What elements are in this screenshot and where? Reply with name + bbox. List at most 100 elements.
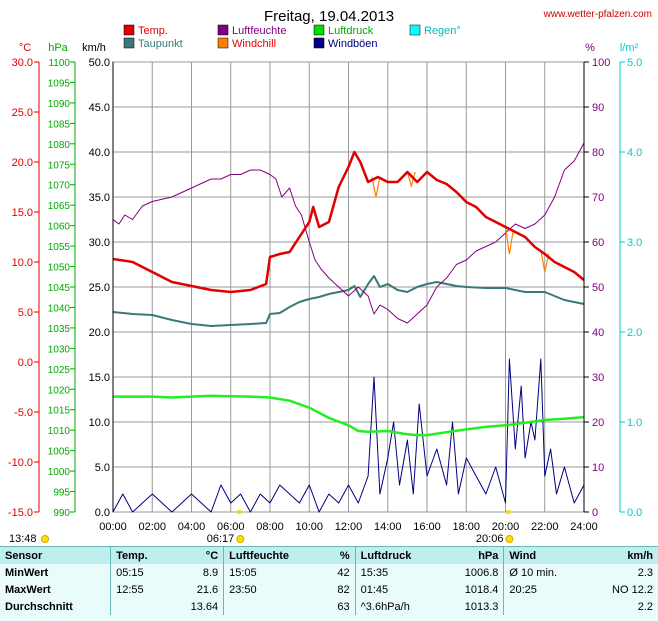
daylength-icon [41, 535, 49, 543]
tick-label-humidity: 90 [592, 102, 604, 114]
legend-swatch [217, 24, 229, 36]
tick-label-temp: -10.0 [8, 457, 33, 469]
summary-cell: 1013.3 [464, 601, 499, 613]
tick-label-humidity: 0 [592, 507, 598, 519]
tick-label-wind: 0.0 [95, 507, 110, 519]
plot-area [112, 61, 585, 513]
sunset-marker [506, 510, 511, 514]
tick-label-x: 04:00 [178, 521, 206, 533]
tick-label-pressure: 1070 [48, 181, 71, 192]
legend-swatch [123, 24, 135, 36]
tick-label-pressure: 1030 [48, 344, 71, 355]
summary-header-row: Sensor Temp. °C Luftfeuchte % Luftdruck … [0, 547, 658, 564]
legend-label: Windböen [328, 38, 378, 50]
tick-label-wind: 15.0 [89, 372, 110, 384]
tick-label-pressure: 1090 [48, 99, 71, 110]
axis-units: °C hPa km/h% l/m² [19, 42, 639, 54]
tick-label-rain: 1.0 [627, 417, 642, 429]
tick-label-temp: -5.0 [14, 407, 33, 419]
legend-label: Taupunkt [138, 38, 183, 50]
tick-label-x: 22:00 [531, 521, 559, 533]
tick-label-pressure: 1055 [48, 242, 71, 253]
summary-cell [223, 598, 323, 615]
summary-cell: NO 12.2 [612, 584, 653, 596]
tick-label-temp: 5.0 [18, 307, 33, 319]
summary-row-avg: Durchschnitt 13.64 63 ^3.6hPa/h 1013.3 2… [0, 598, 658, 615]
tick-label-pressure: 1095 [48, 78, 71, 89]
series-windchill [406, 171, 416, 189]
tick-label-pressure: 1065 [48, 201, 71, 212]
tick-label-temp: 25.0 [12, 107, 33, 119]
unit-label-pressure: hPa [48, 42, 68, 54]
legend-label: Luftdruck [328, 25, 374, 37]
tick-label-wind: 40.0 [89, 147, 110, 159]
tick-label-wind: 35.0 [89, 192, 110, 204]
tick-label-pressure: 1000 [48, 467, 71, 478]
series-windchill [371, 176, 381, 198]
tick-label-temp: 20.0 [12, 157, 33, 169]
series-taupunkt [112, 275, 585, 327]
tick-label-pressure: 1085 [48, 119, 71, 130]
daylength-label: 13:48 [9, 533, 37, 545]
summary-cell: 63 [337, 601, 350, 613]
series-windben [112, 358, 585, 513]
summary-row-max: MaxWert 12:55 21.6 23:50 82 01:45 1018.4… [0, 581, 658, 598]
tick-label-humidity: 30 [592, 372, 604, 384]
tick-label-x: 18:00 [452, 521, 480, 533]
tick-label-x: 20:00 [492, 521, 520, 533]
tick-label-rain: 0.0 [627, 507, 642, 519]
summary-cell: 15:35 [354, 564, 442, 581]
tick-label-pressure: 1040 [48, 303, 71, 314]
unit-label-humidity: % [585, 42, 595, 54]
tick-label-pressure: 1050 [48, 263, 71, 274]
summary-header-wind-unit: km/h [586, 547, 658, 564]
series-luftdruck [113, 394, 585, 437]
summary-cell: 82 [337, 584, 350, 596]
tick-label-humidity: 80 [592, 147, 604, 159]
tick-label-temp: 15.0 [12, 207, 33, 219]
summary-header-sensor: Sensor [0, 547, 111, 564]
tick-label-pressure: 1010 [48, 426, 71, 437]
summary-header-pressure: Luftdruck [354, 547, 442, 564]
sunrise-marker [237, 510, 242, 514]
tick-label-x: 06:00 [217, 521, 245, 533]
tick-label-wind: 25.0 [89, 282, 110, 294]
summary-cell [110, 598, 170, 615]
site-url[interactable]: www.wetter-pfalzen.com [543, 9, 652, 20]
tick-label-pressure: 1035 [48, 324, 71, 335]
tick-label-wind: 20.0 [89, 327, 110, 339]
summary-cell: 1018.4 [464, 584, 499, 596]
tick-label-pressure: 990 [53, 508, 70, 519]
tick-label-pressure: 1015 [48, 406, 71, 417]
tick-label-humidity: 70 [592, 192, 604, 204]
tick-label-x: 08:00 [256, 521, 284, 533]
tick-label-humidity: 60 [592, 237, 604, 249]
tick-label-pressure: 1005 [48, 447, 71, 458]
tick-label-rain: 2.0 [627, 327, 642, 339]
tick-label-x: 10:00 [295, 521, 323, 533]
summary-cell: 21.6 [196, 584, 219, 596]
legend-swatch [217, 37, 229, 49]
summary-header-wind: Wind [503, 547, 586, 564]
summary-cell: 2.3 [637, 567, 653, 579]
summary-row-min: MinWert 05:15 8.9 15:05 42 15:35 1006.8 … [0, 564, 658, 581]
tick-label-humidity: 100 [592, 57, 610, 69]
summary-cell: Ø 10 min. [503, 564, 586, 581]
summary-cell: 42 [337, 567, 350, 579]
summary-header-pressure-unit: hPa [441, 547, 504, 564]
tick-label-x: 12:00 [335, 521, 363, 533]
unit-label-temp: °C [19, 42, 31, 54]
sunrise-icon [236, 535, 245, 543]
tick-label-x: 24:00 [570, 521, 598, 533]
legend-swatch [313, 24, 325, 36]
summary-cell: 05:15 [110, 564, 170, 581]
sun-times: 06:17 20:06 13:48 [9, 510, 514, 545]
tick-label-x: 02:00 [138, 521, 166, 533]
weather-chart: Freitag, 19.04.2013 www.wetter-pfalzen.c… [8, 8, 652, 545]
sunrise-label: 06:17 [207, 533, 235, 545]
axes: 30.0 25.0 20.0 15.0 10.0 5.0 0.0 -5.0 -10.0 -15.0… [8, 57, 642, 533]
tick-label-temp: 10.0 [12, 257, 33, 269]
tick-label-pressure: 995 [53, 488, 70, 499]
summary-header-temp-unit: °C [169, 547, 224, 564]
tick-label-temp: 30.0 [12, 57, 33, 69]
